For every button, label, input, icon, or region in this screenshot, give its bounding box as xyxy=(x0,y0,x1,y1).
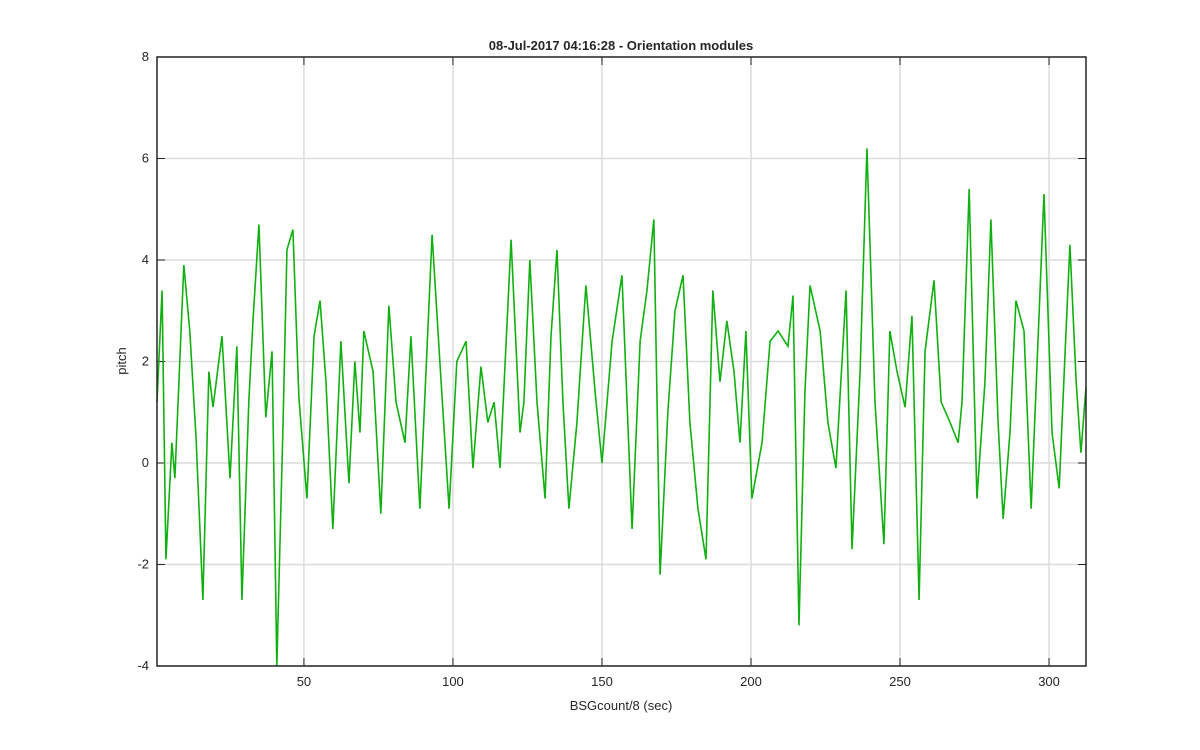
x-axis-label: BSGcount/8 (sec) xyxy=(570,698,673,713)
y-tick-label: 2 xyxy=(142,354,149,369)
x-tick-label: 100 xyxy=(442,674,464,689)
x-tick-label: 300 xyxy=(1038,674,1060,689)
y-tick-label: 6 xyxy=(142,151,149,166)
x-tick-label: 50 xyxy=(297,674,311,689)
y-tick-label: -2 xyxy=(137,557,149,572)
x-tick-label: 200 xyxy=(740,674,762,689)
y-axis-label: pitch xyxy=(114,347,129,374)
x-tick-label: 150 xyxy=(591,674,613,689)
y-tick-label: 4 xyxy=(142,252,149,267)
y-tick-label: -4 xyxy=(137,658,149,673)
y-tick-label: 0 xyxy=(142,455,149,470)
data-line xyxy=(156,148,1087,667)
chart-title: 08-Jul-2017 04:16:28 - Orientation modul… xyxy=(489,38,753,53)
x-tick-label: 250 xyxy=(889,674,911,689)
y-tick-label: 8 xyxy=(142,49,149,64)
axes-box xyxy=(156,56,1087,667)
